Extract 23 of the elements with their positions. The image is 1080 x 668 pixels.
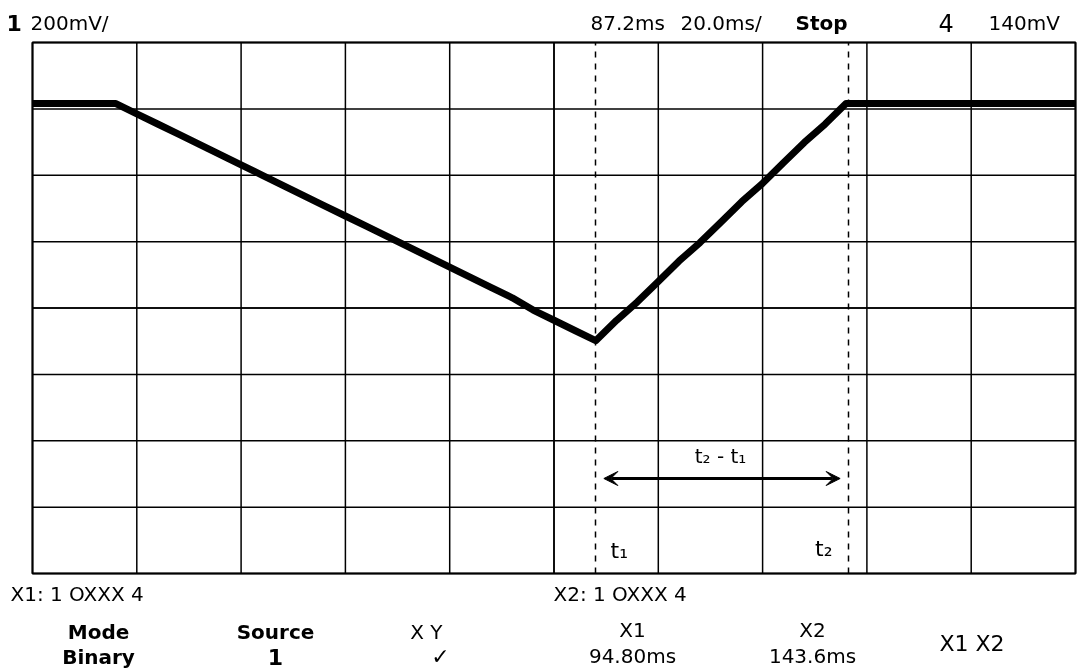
text: 87.2ms xyxy=(590,10,665,35)
text: 4 xyxy=(938,9,954,38)
text: X1 X2 xyxy=(939,631,1005,656)
text: X2: 1 OXXX 4 xyxy=(553,581,687,606)
text: t₂ - t₁ xyxy=(694,443,747,468)
text: 20.0ms/ xyxy=(680,10,762,35)
text: t₁ xyxy=(610,538,628,563)
text: 94.80ms xyxy=(588,643,677,668)
text: Mode xyxy=(67,619,130,644)
text: Binary xyxy=(62,644,135,668)
text: Source xyxy=(236,619,315,644)
text: 140mV xyxy=(988,10,1061,35)
text: X1 xyxy=(619,617,646,642)
text: X1: 1 OXXX 4 xyxy=(10,581,144,606)
text: 200mV/ xyxy=(30,10,109,35)
text: 1 xyxy=(6,10,22,36)
text: Stop xyxy=(795,10,848,35)
text: 1 xyxy=(267,644,284,668)
text: ✓ xyxy=(431,644,450,668)
text: X Y xyxy=(410,619,444,644)
text: X2 xyxy=(799,617,826,642)
text: 143.6ms xyxy=(768,643,857,668)
text: t₂ xyxy=(815,536,833,561)
